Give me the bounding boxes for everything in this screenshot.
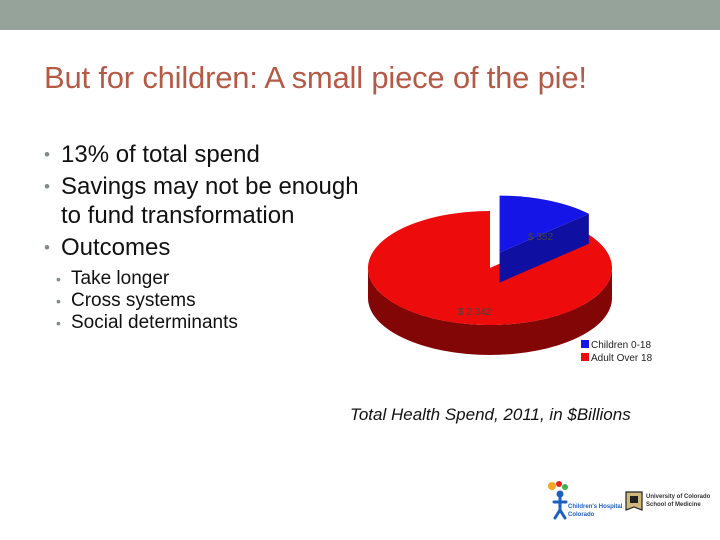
pie-slice-children-0-18 [499, 195, 589, 283]
university-logo-line1: University of Colorado [646, 494, 711, 500]
university-logo-icon [625, 491, 643, 511]
sub-bullet-list: Take longer Cross systems Social determi… [44, 268, 364, 334]
slide-title: But for children: A small piece of the p… [44, 60, 587, 95]
data-label-0: $ 352 [528, 232, 553, 243]
university-logo-line2: School of Medicine [646, 502, 701, 508]
legend-label-0: Children 0-18 [591, 340, 651, 351]
bullet-savings: Savings may not be enough to fund transf… [44, 172, 364, 230]
top-band [0, 0, 720, 30]
legend-label-1: Adult Over 18 [591, 353, 653, 364]
hospital-logo-line1: Children's Hospital [568, 504, 623, 510]
chart-caption: Total Health Spend, 2011, in $Billions [350, 405, 631, 424]
legend-swatch-0 [581, 340, 589, 348]
sub-bullet-take-longer: Take longer [56, 268, 364, 290]
legend-swatch-1 [581, 353, 589, 361]
sub-bullet-social-determinants: Social determinants [56, 312, 364, 334]
bullet-spend-share: 13% of total spend [44, 140, 364, 169]
childrens-hospital-logo-icon [548, 481, 568, 520]
bullet-list: 13% of total spend Savings may not be en… [44, 140, 364, 334]
chart-legend: Children 0-18 Adult Over 18 [581, 340, 653, 364]
hospital-logo-line2: Colorado [568, 512, 595, 518]
bullet-outcomes: Outcomes [44, 233, 364, 262]
data-label-1: $ 2,342 [458, 307, 492, 318]
sub-bullet-cross-systems: Cross systems [56, 290, 364, 312]
logo-area: Children's Hospital Colorado University … [546, 480, 714, 520]
